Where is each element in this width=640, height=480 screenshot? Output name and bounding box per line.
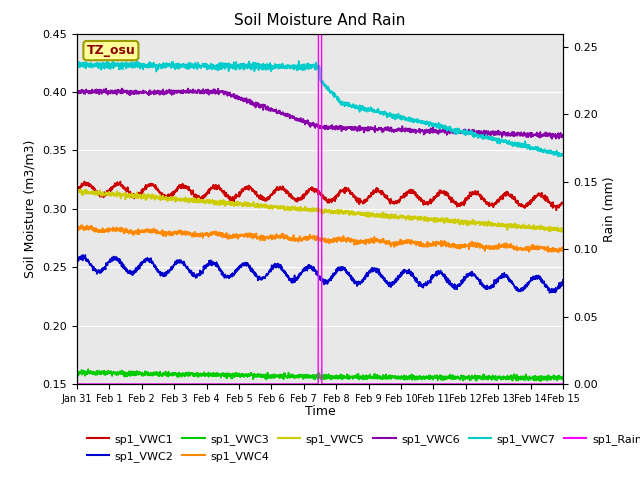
Y-axis label: Soil Moisture (m3/m3): Soil Moisture (m3/m3) <box>24 140 36 278</box>
Text: TZ_osu: TZ_osu <box>86 44 135 57</box>
Legend: sp1_VWC1, sp1_VWC2, sp1_VWC3, sp1_VWC4, sp1_VWC5, sp1_VWC6, sp1_VWC7, sp1_Rain: sp1_VWC1, sp1_VWC2, sp1_VWC3, sp1_VWC4, … <box>83 430 640 466</box>
Y-axis label: Rain (mm): Rain (mm) <box>604 176 616 241</box>
X-axis label: Time: Time <box>305 405 335 418</box>
Title: Soil Moisture And Rain: Soil Moisture And Rain <box>234 13 406 28</box>
